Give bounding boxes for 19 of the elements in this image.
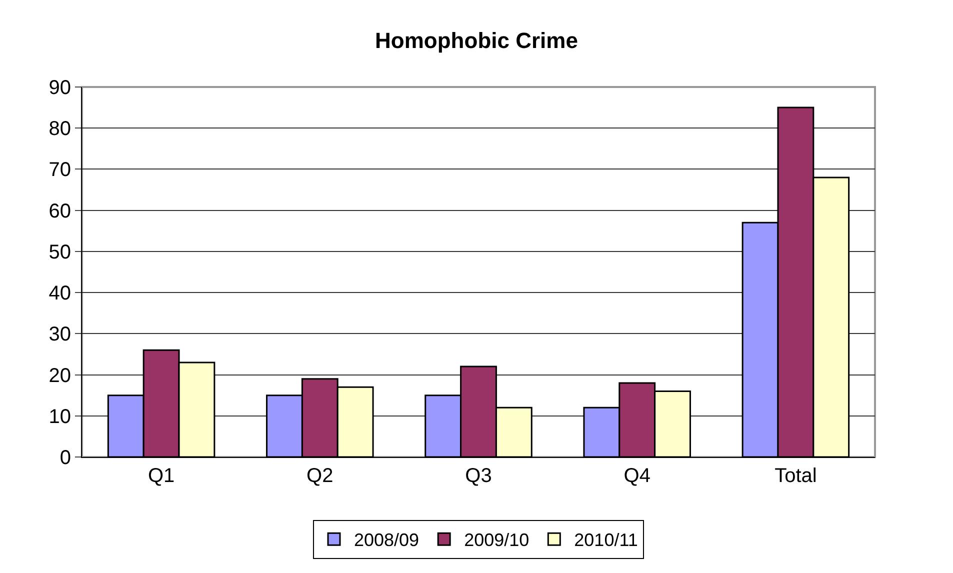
legend-label: 2008/09	[354, 530, 420, 550]
y-tick-label: 80	[48, 118, 71, 140]
x-tick-label: Q4	[624, 465, 650, 487]
y-tick-label: 20	[48, 364, 71, 387]
y-tick-label: 60	[48, 200, 71, 222]
y-tick-label: 10	[48, 406, 71, 428]
legend-label: 2009/10	[464, 530, 530, 550]
x-tick-label: Q1	[148, 465, 175, 487]
y-tick-label: 90	[48, 77, 71, 99]
chart-title: Homophobic Crime	[375, 28, 578, 53]
y-tick-label: 30	[48, 324, 71, 346]
x-tick-label: Total	[774, 465, 817, 487]
legend-label: 2010/11	[574, 530, 638, 550]
x-tick-label: Q2	[306, 465, 334, 487]
y-tick-label: 50	[48, 241, 71, 264]
x-tick-label: Q3	[465, 465, 492, 487]
y-tick-label: 40	[48, 282, 71, 305]
y-tick-label: 0	[60, 447, 71, 469]
y-tick-label: 70	[48, 159, 71, 182]
